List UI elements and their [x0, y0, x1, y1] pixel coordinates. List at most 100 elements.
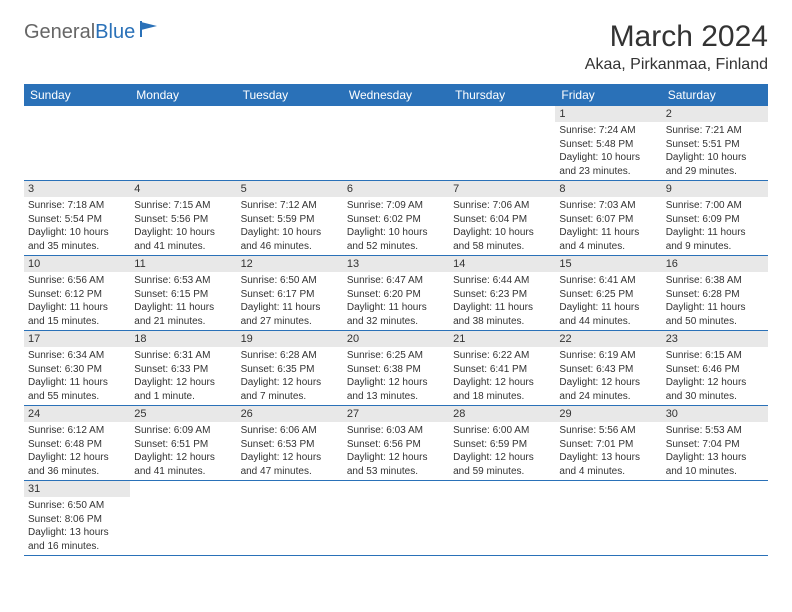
day-data-line: and 13 minutes.: [347, 390, 445, 404]
day-data-line: and 44 minutes.: [559, 315, 657, 329]
day-data-line: Sunrise: 6:34 AM: [28, 349, 126, 363]
day-data-line: Sunrise: 6:44 AM: [453, 274, 551, 288]
calendar-day-cell: 15Sunrise: 6:41 AMSunset: 6:25 PMDayligh…: [555, 256, 661, 331]
weekday-header: Saturday: [662, 84, 768, 106]
day-data-line: Sunrise: 6:03 AM: [347, 424, 445, 438]
weekday-header: Thursday: [449, 84, 555, 106]
day-data: Sunrise: 6:12 AMSunset: 6:48 PMDaylight:…: [24, 422, 130, 480]
calendar-day-cell: 30Sunrise: 5:53 AMSunset: 7:04 PMDayligh…: [662, 406, 768, 481]
calendar-week-row: 24Sunrise: 6:12 AMSunset: 6:48 PMDayligh…: [24, 406, 768, 481]
day-data-line: and 18 minutes.: [453, 390, 551, 404]
day-data-line: Sunrise: 7:06 AM: [453, 199, 551, 213]
day-data-line: and 41 minutes.: [134, 240, 232, 254]
calendar-day-cell: 16Sunrise: 6:38 AMSunset: 6:28 PMDayligh…: [662, 256, 768, 331]
day-data-line: and 10 minutes.: [666, 465, 764, 479]
day-number: 20: [343, 331, 449, 347]
day-data-line: Sunrise: 6:19 AM: [559, 349, 657, 363]
day-data: Sunrise: 6:28 AMSunset: 6:35 PMDaylight:…: [237, 347, 343, 405]
calendar-day-cell: 27Sunrise: 6:03 AMSunset: 6:56 PMDayligh…: [343, 406, 449, 481]
day-data-line: Sunset: 6:59 PM: [453, 438, 551, 452]
day-data-line: Sunrise: 6:41 AM: [559, 274, 657, 288]
calendar-day-cell: 17Sunrise: 6:34 AMSunset: 6:30 PMDayligh…: [24, 331, 130, 406]
day-data-line: Sunset: 6:20 PM: [347, 288, 445, 302]
day-data-line: Sunrise: 6:25 AM: [347, 349, 445, 363]
day-data-line: Daylight: 11 hours: [666, 226, 764, 240]
day-data-line: Daylight: 10 hours: [666, 151, 764, 165]
day-data: Sunrise: 6:50 AMSunset: 6:17 PMDaylight:…: [237, 272, 343, 330]
calendar-day-cell: 28Sunrise: 6:00 AMSunset: 6:59 PMDayligh…: [449, 406, 555, 481]
day-number: 11: [130, 256, 236, 272]
day-number: 21: [449, 331, 555, 347]
day-data: Sunrise: 6:38 AMSunset: 6:28 PMDaylight:…: [662, 272, 768, 330]
day-data-line: Sunrise: 6:31 AM: [134, 349, 232, 363]
day-data-line: Sunrise: 6:53 AM: [134, 274, 232, 288]
day-data-line: Daylight: 12 hours: [134, 376, 232, 390]
day-data-line: Sunrise: 5:53 AM: [666, 424, 764, 438]
day-number: 9: [662, 181, 768, 197]
day-data: Sunrise: 6:06 AMSunset: 6:53 PMDaylight:…: [237, 422, 343, 480]
day-data-line: Daylight: 12 hours: [28, 451, 126, 465]
day-data-line: Sunrise: 7:03 AM: [559, 199, 657, 213]
day-data-line: Daylight: 11 hours: [241, 301, 339, 315]
day-data-line: Sunset: 6:04 PM: [453, 213, 551, 227]
day-data: Sunrise: 6:41 AMSunset: 6:25 PMDaylight:…: [555, 272, 661, 330]
calendar-day-cell: 6Sunrise: 7:09 AMSunset: 6:02 PMDaylight…: [343, 181, 449, 256]
day-number: 17: [24, 331, 130, 347]
calendar-day-cell: 29Sunrise: 5:56 AMSunset: 7:01 PMDayligh…: [555, 406, 661, 481]
calendar-day-cell: [130, 481, 236, 556]
day-data-line: Sunrise: 5:56 AM: [559, 424, 657, 438]
day-data-line: Sunset: 6:51 PM: [134, 438, 232, 452]
day-data-line: Daylight: 12 hours: [241, 376, 339, 390]
calendar-day-cell: [555, 481, 661, 556]
day-data: Sunrise: 6:31 AMSunset: 6:33 PMDaylight:…: [130, 347, 236, 405]
day-data-line: and 50 minutes.: [666, 315, 764, 329]
day-data-line: Sunset: 5:51 PM: [666, 138, 764, 152]
day-data-line: Sunset: 6:56 PM: [347, 438, 445, 452]
day-data-line: Sunset: 6:46 PM: [666, 363, 764, 377]
calendar-day-cell: 21Sunrise: 6:22 AMSunset: 6:41 PMDayligh…: [449, 331, 555, 406]
day-number: 5: [237, 181, 343, 197]
day-data-line: and 32 minutes.: [347, 315, 445, 329]
day-data-line: Daylight: 10 hours: [134, 226, 232, 240]
day-number: 15: [555, 256, 661, 272]
calendar-table: SundayMondayTuesdayWednesdayThursdayFrid…: [24, 84, 768, 556]
day-data-line: Daylight: 13 hours: [666, 451, 764, 465]
day-number: 23: [662, 331, 768, 347]
day-data-line: and 47 minutes.: [241, 465, 339, 479]
day-number: 24: [24, 406, 130, 422]
day-data-line: Sunset: 7:01 PM: [559, 438, 657, 452]
day-data-line: Sunrise: 7:12 AM: [241, 199, 339, 213]
day-data-line: Sunset: 6:33 PM: [134, 363, 232, 377]
day-number: 8: [555, 181, 661, 197]
day-data-line: Daylight: 12 hours: [241, 451, 339, 465]
day-data: Sunrise: 7:15 AMSunset: 5:56 PMDaylight:…: [130, 197, 236, 255]
day-number: 12: [237, 256, 343, 272]
day-data-line: and 15 minutes.: [28, 315, 126, 329]
day-data: Sunrise: 7:21 AMSunset: 5:51 PMDaylight:…: [662, 122, 768, 180]
calendar-day-cell: 5Sunrise: 7:12 AMSunset: 5:59 PMDaylight…: [237, 181, 343, 256]
day-data-line: and 29 minutes.: [666, 165, 764, 179]
day-number: 30: [662, 406, 768, 422]
weekday-header: Tuesday: [237, 84, 343, 106]
flag-icon: [139, 20, 165, 44]
day-data-line: Sunset: 6:30 PM: [28, 363, 126, 377]
day-data-line: Sunset: 6:48 PM: [28, 438, 126, 452]
calendar-week-row: 3Sunrise: 7:18 AMSunset: 5:54 PMDaylight…: [24, 181, 768, 256]
day-data-line: and 41 minutes.: [134, 465, 232, 479]
day-data-line: Sunset: 6:23 PM: [453, 288, 551, 302]
calendar-day-cell: 7Sunrise: 7:06 AMSunset: 6:04 PMDaylight…: [449, 181, 555, 256]
weekday-header: Wednesday: [343, 84, 449, 106]
day-data-line: Sunset: 6:07 PM: [559, 213, 657, 227]
day-data-line: and 58 minutes.: [453, 240, 551, 254]
day-data-line: Daylight: 11 hours: [453, 301, 551, 315]
day-data: Sunrise: 6:22 AMSunset: 6:41 PMDaylight:…: [449, 347, 555, 405]
calendar-day-cell: 3Sunrise: 7:18 AMSunset: 5:54 PMDaylight…: [24, 181, 130, 256]
day-data-line: and 4 minutes.: [559, 465, 657, 479]
calendar-week-row: 31Sunrise: 6:50 AMSunset: 8:06 PMDayligh…: [24, 481, 768, 556]
day-data-line: Sunset: 5:56 PM: [134, 213, 232, 227]
day-data-line: Daylight: 10 hours: [453, 226, 551, 240]
day-data: Sunrise: 5:56 AMSunset: 7:01 PMDaylight:…: [555, 422, 661, 480]
day-data: Sunrise: 6:09 AMSunset: 6:51 PMDaylight:…: [130, 422, 236, 480]
day-data-line: Sunrise: 6:56 AM: [28, 274, 126, 288]
day-number: 25: [130, 406, 236, 422]
